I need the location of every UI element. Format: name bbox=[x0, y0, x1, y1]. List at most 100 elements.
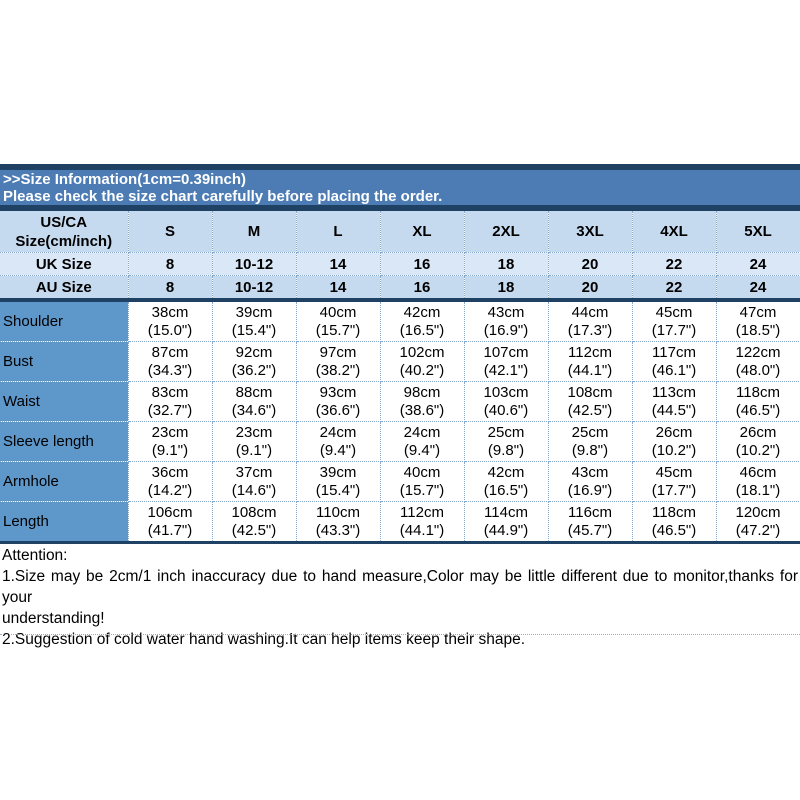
measurement-row: Bust 87cm (34.3") 92cm (36.2") 97cm (38.2") 102… bbox=[0, 341, 800, 382]
measurement-value-cell: 25cm (9.8") bbox=[547, 421, 633, 462]
au-size-row-value-cell: 8 bbox=[127, 275, 213, 302]
measurement-value-cell: 24cm (9.4") bbox=[295, 421, 381, 462]
measurement-value-cell: 47cm (18.5") bbox=[715, 299, 800, 342]
measurement-value-cell: 26cm (10.2") bbox=[631, 421, 717, 462]
size-chart-table: US/CA Size(cm/inch) S M L XL 2XL 3XL 4XL 5XL UK Si… bbox=[0, 205, 800, 544]
attention-heading: Attention: bbox=[2, 547, 68, 564]
au-size-row: AU Size 8 10-12 14 16 18 20 22 24 bbox=[0, 275, 800, 302]
uk-size-row-value-cell: 16 bbox=[379, 252, 465, 276]
attention-line: understanding! bbox=[2, 610, 105, 627]
au-size-row-value-cell: 20 bbox=[547, 275, 633, 302]
measurement-value-cell: 39cm (15.4") bbox=[295, 461, 381, 502]
au-size-row-value-cell: 24 bbox=[715, 275, 800, 302]
measurement-value-cell: 113cm (44.5") bbox=[631, 381, 717, 422]
measurement-value-cell: 102cm (40.2") bbox=[379, 341, 465, 382]
measurement-value-cell: 97cm (38.2") bbox=[295, 341, 381, 382]
measurement-value-cell: 37cm (14.6") bbox=[211, 461, 297, 502]
measurement-value-cell: 108cm (42.5") bbox=[211, 501, 297, 543]
measurement-row: Sleeve length 23cm (9.1") 23cm (9.1") 24cm (9.… bbox=[0, 421, 800, 462]
measurement-value-cell: 23cm (9.1") bbox=[211, 421, 297, 462]
measurement-value-cell: 122cm (48.0") bbox=[715, 341, 800, 382]
measurement-value-cell: 114cm (44.9") bbox=[463, 501, 549, 543]
measurement-value-cell: 110cm (43.3") bbox=[295, 501, 381, 543]
measurement-value-cell: 39cm (15.4") bbox=[211, 299, 297, 342]
size-column-header: 2XL bbox=[463, 207, 549, 253]
measurement-row: Armhole 36cm (14.2") 37cm (14.6") 39cm (15.4")… bbox=[0, 461, 800, 502]
measurement-value-cell: 45cm (17.7") bbox=[631, 299, 717, 342]
top-border-rule bbox=[0, 164, 800, 170]
attention-line: 2.Suggestion of cold water hand washing.… bbox=[2, 631, 526, 648]
attention-line: 1.Size may be 2cm/1 inch inaccuracy due … bbox=[2, 568, 798, 606]
measurement-value-cell: 107cm (42.1") bbox=[463, 341, 549, 382]
size-column-header: XL bbox=[379, 207, 465, 253]
banner-subtitle: Please check the size chart carefully be… bbox=[3, 188, 443, 205]
size-column-header: L bbox=[295, 207, 381, 253]
measurement-value-cell: 40cm (15.7") bbox=[295, 299, 381, 342]
measurement-value-cell: 42cm (16.5") bbox=[463, 461, 549, 502]
size-column-header: M bbox=[211, 207, 297, 253]
measurement-value-cell: 88cm (34.6") bbox=[211, 381, 297, 422]
measurement-value-cell: 83cm (32.7") bbox=[127, 381, 213, 422]
measurement-value-cell: 120cm (47.2") bbox=[715, 501, 800, 543]
uk-size-row-value-cell: 24 bbox=[715, 252, 800, 276]
uk-size-row-value-cell: 14 bbox=[295, 252, 381, 276]
uk-size-row-value-cell: 8 bbox=[127, 252, 213, 276]
measurement-value-cell: 24cm (9.4") bbox=[379, 421, 465, 462]
measurement-value-cell: 112cm (44.1") bbox=[547, 341, 633, 382]
measurement-value-cell: 43cm (16.9") bbox=[547, 461, 633, 502]
size-column-header: 5XL bbox=[715, 207, 800, 253]
attention-note: Attention: 1.Size may be 2cm/1 inch inac… bbox=[2, 545, 798, 650]
measurement-label-cell: Waist bbox=[0, 381, 129, 422]
uk-size-row-value-cell: 22 bbox=[631, 252, 717, 276]
measurement-value-cell: 108cm (42.5") bbox=[547, 381, 633, 422]
uk-size-row-label: UK Size bbox=[0, 252, 129, 276]
au-size-row-label: AU Size bbox=[0, 275, 129, 302]
measurement-value-cell: 92cm (36.2") bbox=[211, 341, 297, 382]
measurement-value-cell: 42cm (16.5") bbox=[379, 299, 465, 342]
size-column-header: 3XL bbox=[547, 207, 633, 253]
measurement-value-cell: 112cm (44.1") bbox=[379, 501, 465, 543]
measurement-row: Length 106cm (41.7") 108cm (42.5") 110cm (43.3… bbox=[0, 501, 800, 543]
measurement-value-cell: 46cm (18.1") bbox=[715, 461, 800, 502]
size-column-header: 4XL bbox=[631, 207, 717, 253]
measurement-value-cell: 23cm (9.1") bbox=[127, 421, 213, 462]
corner-header-cell: US/CA Size(cm/inch) bbox=[0, 207, 129, 253]
size-column-header: S bbox=[127, 207, 213, 253]
measurement-value-cell: 44cm (17.3") bbox=[547, 299, 633, 342]
uk-size-row-value-cell: 10-12 bbox=[211, 252, 297, 276]
uk-size-row-value-cell: 18 bbox=[463, 252, 549, 276]
measurement-label-cell: Shoulder bbox=[0, 299, 129, 342]
size-header-row: US/CA Size(cm/inch) S M L XL 2XL 3XL 4XL 5XL bbox=[0, 207, 800, 253]
measurement-value-cell: 117cm (46.1") bbox=[631, 341, 717, 382]
au-size-row-value-cell: 18 bbox=[463, 275, 549, 302]
measurement-value-cell: 43cm (16.9") bbox=[463, 299, 549, 342]
size-info-banner: >>Size Information(1cm=0.39inch) Please … bbox=[0, 170, 800, 205]
measurement-value-cell: 40cm (15.7") bbox=[379, 461, 465, 502]
measurement-row: Waist 83cm (32.7") 88cm (34.6") 93cm (36.6") 98… bbox=[0, 381, 800, 422]
measurement-value-cell: 116cm (45.7") bbox=[547, 501, 633, 543]
au-size-row-value-cell: 14 bbox=[295, 275, 381, 302]
measurement-row: Shoulder 38cm (15.0") 39cm (15.4") 40cm (15.7"… bbox=[0, 299, 800, 342]
measurement-value-cell: 25cm (9.8") bbox=[463, 421, 549, 462]
measurement-label-cell: Length bbox=[0, 501, 129, 543]
measurement-value-cell: 106cm (41.7") bbox=[127, 501, 213, 543]
banner-title: >>Size Information(1cm=0.39inch) bbox=[3, 171, 246, 188]
measurement-value-cell: 98cm (38.6") bbox=[379, 381, 465, 422]
measurement-value-cell: 26cm (10.2") bbox=[715, 421, 800, 462]
measurement-value-cell: 118cm (46.5") bbox=[631, 501, 717, 543]
measurement-value-cell: 118cm (46.5") bbox=[715, 381, 800, 422]
measurement-label-cell: Armhole bbox=[0, 461, 129, 502]
uk-size-row-value-cell: 20 bbox=[547, 252, 633, 276]
measurement-value-cell: 36cm (14.2") bbox=[127, 461, 213, 502]
measurement-value-cell: 45cm (17.7") bbox=[631, 461, 717, 502]
measurement-label-cell: Sleeve length bbox=[0, 421, 129, 462]
au-size-row-value-cell: 22 bbox=[631, 275, 717, 302]
measurement-value-cell: 103cm (40.6") bbox=[463, 381, 549, 422]
uk-size-row: UK Size 8 10-12 14 16 18 20 22 24 bbox=[0, 252, 800, 276]
measurement-label-cell: Bust bbox=[0, 341, 129, 382]
au-size-row-value-cell: 16 bbox=[379, 275, 465, 302]
divider-dotted-line bbox=[0, 634, 800, 635]
measurement-value-cell: 87cm (34.3") bbox=[127, 341, 213, 382]
au-size-row-value-cell: 10-12 bbox=[211, 275, 297, 302]
measurement-value-cell: 93cm (36.6") bbox=[295, 381, 381, 422]
